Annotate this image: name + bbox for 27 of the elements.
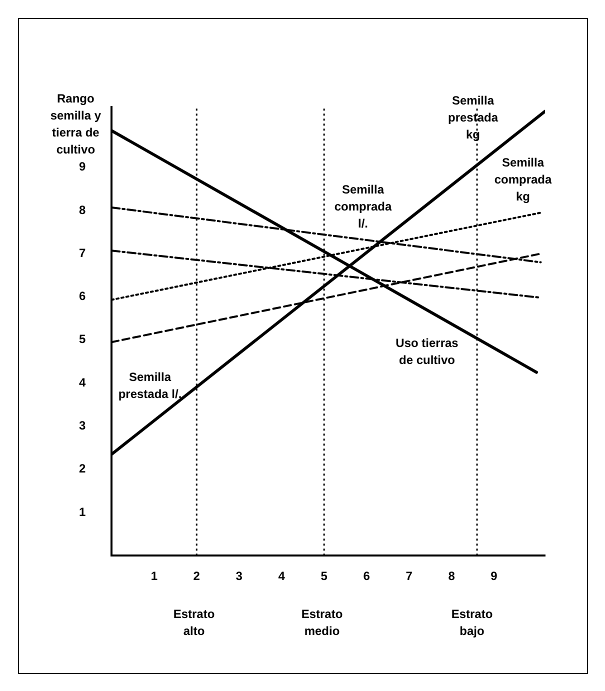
x-tick-label: 8	[448, 569, 456, 584]
y-tick-label: 1	[78, 504, 86, 519]
y-tick-label: 2	[78, 462, 86, 476]
y-tick-label: 3	[78, 418, 86, 433]
x-tick-label: 5	[320, 569, 328, 584]
y-tick-label: 8	[78, 202, 86, 217]
x-tick-label: 2	[193, 569, 200, 584]
annotation: Semilla comprada l/.	[334, 182, 392, 230]
y-tick-label: 9	[78, 160, 86, 174]
annotation: Semilla prestada kg	[448, 93, 498, 142]
annotation: Semilla comprada kg	[494, 155, 552, 204]
x-tick-label: 7	[406, 569, 413, 584]
text: Estrato alto	[173, 606, 215, 638]
x-tick-label: 9	[490, 569, 498, 584]
y-axis-title: Rango semilla y tierra de cultivo	[50, 91, 102, 156]
x-tick-label: 4	[278, 569, 286, 584]
x-tick-label: 3	[236, 569, 243, 584]
text: Estrato bajo	[451, 606, 493, 638]
y-tick-label: 7	[78, 246, 86, 260]
text: Estrato medio	[301, 606, 343, 638]
annotation: Semilla prestada l/.	[118, 370, 182, 401]
y-tick-label: 4	[78, 375, 86, 390]
annotation: Uso tierras de cultivo	[396, 336, 459, 367]
x-tick-label: 6	[363, 569, 370, 584]
y-tick-label: 6	[78, 289, 86, 304]
y-tick-label: 5	[78, 332, 86, 346]
x-tick-label: 1	[150, 569, 158, 584]
